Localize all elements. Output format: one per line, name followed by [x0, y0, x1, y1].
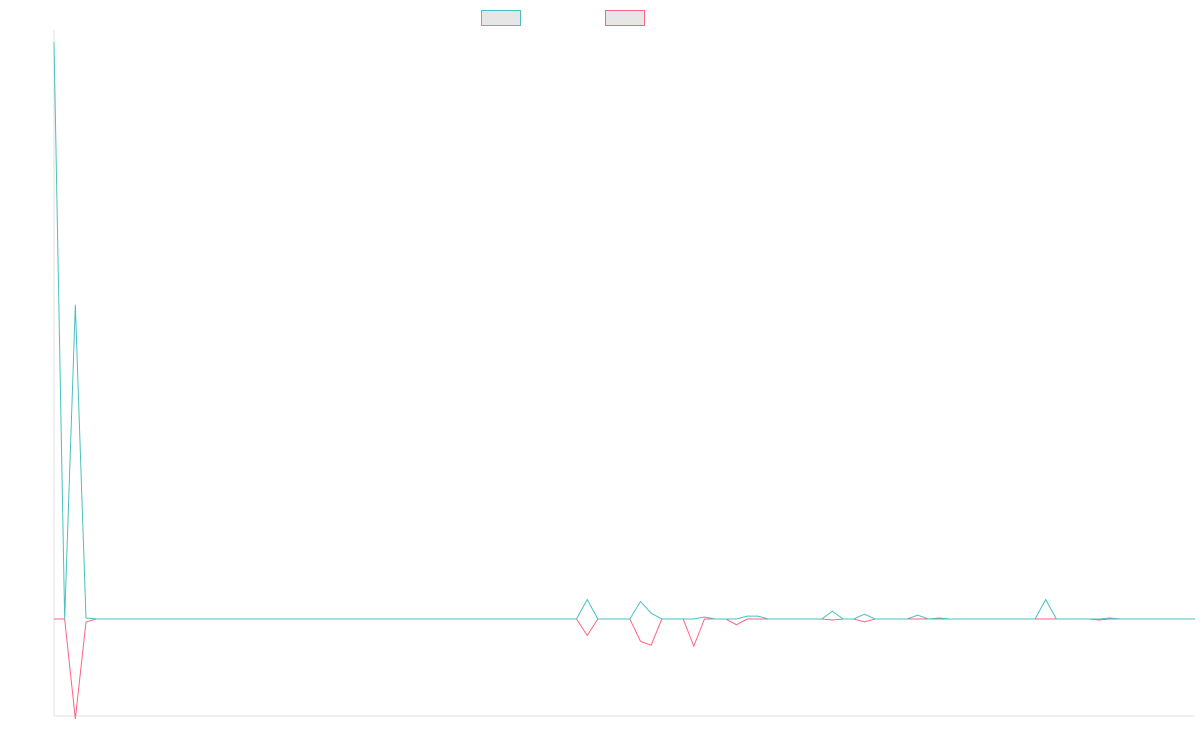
series-line-series-b[interactable]: [54, 618, 1195, 719]
legend: [481, 10, 645, 26]
series-line-series-a[interactable]: [53, 41, 1195, 620]
series-group: [53, 41, 1195, 719]
axes: [53, 30, 1195, 717]
legend-swatch-series-a[interactable]: [481, 10, 521, 26]
legend-swatch-series-b[interactable]: [605, 10, 645, 26]
